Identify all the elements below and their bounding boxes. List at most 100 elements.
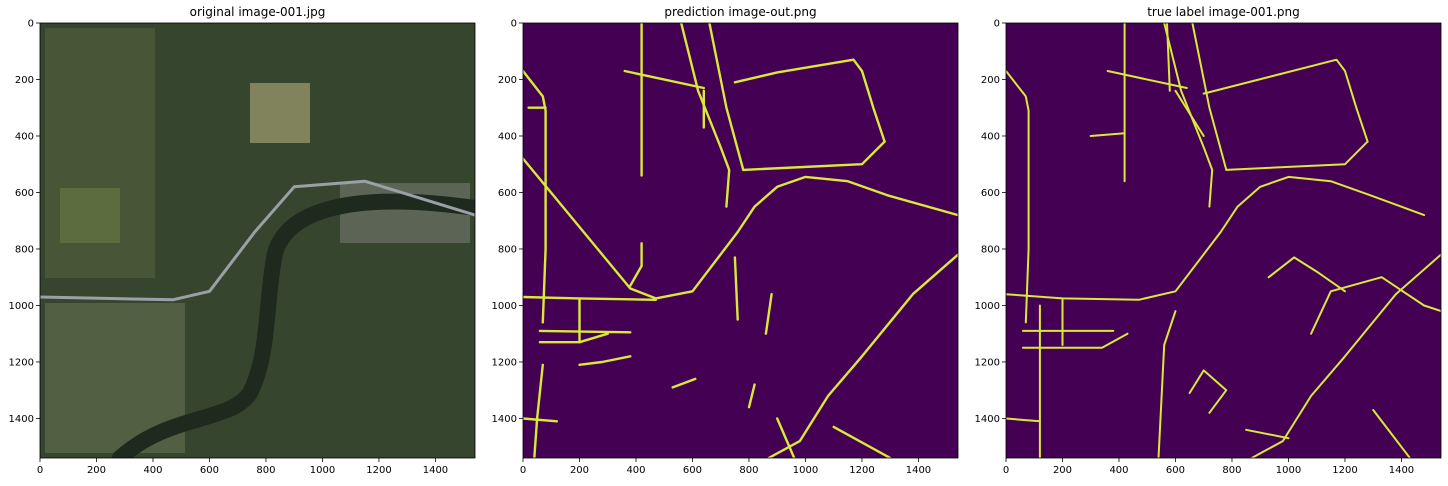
y-tick-label: 800 [981, 244, 1000, 255]
axes-frame [1005, 22, 1442, 459]
panel-2: prediction image-out.png 0 200 400 600 800 100… [492, 5, 959, 476]
mask-road [1310, 276, 1441, 335]
y-tick-label: 1200 [975, 357, 1000, 368]
x-tick-label: 1000 [310, 465, 335, 476]
photo-residential [45, 28, 155, 278]
mask-road [523, 295, 657, 301]
x-tick-label: 800 [256, 465, 275, 476]
mask-background [523, 23, 958, 458]
photo-field [250, 83, 310, 143]
x-tick-label: 400 [626, 465, 645, 476]
mask-road [680, 23, 731, 208]
mask-road [671, 377, 697, 389]
y-tick-label: 600 [15, 188, 34, 199]
mask-road [1245, 428, 1290, 440]
x-tick-label: 1400 [906, 465, 931, 476]
mask-road [1106, 70, 1188, 89]
y-tick-label: 600 [498, 188, 517, 199]
mask-road [767, 253, 958, 458]
mask-road [1163, 23, 1214, 208]
mask-road [1174, 89, 1205, 137]
image-content [1006, 23, 1441, 458]
mask-road [832, 425, 892, 458]
mask-road [538, 329, 632, 334]
x-tick-label: 600 [200, 465, 219, 476]
mask-background [1006, 23, 1441, 458]
y-tick-label: 200 [15, 75, 34, 86]
mask-road [1166, 23, 1171, 92]
panel-title: true label image-001.png [1147, 5, 1300, 19]
panel-3: true label image-001.png 0 200 400 600 800 100… [975, 5, 1442, 476]
mask-road [1157, 310, 1177, 458]
y-tick-label: 1000 [975, 301, 1000, 312]
panel-1: original image-001.jpg 0 200 400 600 800 1000 1… [9, 5, 476, 476]
mask-road [1202, 58, 1369, 143]
x-tick-label: 0 [520, 465, 526, 476]
y-tick-label: 0 [511, 19, 517, 30]
mask-road [1006, 417, 1041, 423]
panel-title: prediction image-out.png [664, 5, 816, 19]
mask-road [776, 417, 796, 458]
mask-road [523, 417, 559, 423]
y-tick-label: 1400 [9, 414, 34, 425]
y-tick-label: 0 [28, 19, 34, 30]
photo-road [40, 179, 475, 302]
y-tick-label: 200 [981, 75, 1000, 86]
y-tick-label: 800 [498, 244, 517, 255]
x-tick-label: 1200 [849, 465, 874, 476]
y-tick-label: 200 [498, 75, 517, 86]
mask-road [747, 383, 756, 409]
axes-frame [39, 22, 476, 459]
mask-road [764, 293, 773, 335]
x-tick-label: 0 [1003, 465, 1009, 476]
x-tick-label: 1000 [1276, 465, 1301, 476]
x-tick-label: 0 [37, 465, 43, 476]
x-tick-label: 600 [1166, 465, 1185, 476]
x-tick-label: 1200 [366, 465, 391, 476]
y-tick-label: 1200 [492, 357, 517, 368]
image-content [40, 23, 475, 458]
y-tick-label: 1000 [492, 301, 517, 312]
mask-road [1021, 332, 1129, 349]
x-tick-label: 400 [1109, 465, 1128, 476]
x-tick-label: 200 [87, 465, 106, 476]
x-tick-label: 800 [1222, 465, 1241, 476]
x-tick-label: 200 [1053, 465, 1072, 476]
mask-road [733, 58, 886, 143]
y-tick-label: 1400 [492, 414, 517, 425]
mask-road [708, 23, 745, 172]
y-tick-label: 600 [981, 188, 1000, 199]
x-tick-label: 400 [143, 465, 162, 476]
x-tick-label: 200 [570, 465, 589, 476]
mask-road [1225, 140, 1369, 171]
x-tick-label: 600 [683, 465, 702, 476]
mask-road [523, 69, 547, 324]
mask-road [1250, 253, 1441, 458]
mask-road [523, 157, 958, 300]
image-content [523, 23, 958, 458]
y-tick-label: 1200 [9, 357, 34, 368]
x-tick-label: 800 [739, 465, 758, 476]
x-tick-label: 1000 [793, 465, 818, 476]
y-tick-label: 400 [15, 131, 34, 142]
mask-road [1267, 256, 1346, 293]
mask-road [623, 69, 705, 90]
x-tick-label: 1400 [423, 465, 448, 476]
x-tick-label: 1400 [1389, 465, 1414, 476]
mask-road [1191, 23, 1228, 171]
mask-road [1372, 409, 1411, 458]
x-tick-label: 1200 [1332, 465, 1357, 476]
mask-road [1188, 369, 1228, 414]
axes-frame [522, 22, 959, 459]
y-tick-label: 1400 [975, 414, 1000, 425]
mask-road [1089, 132, 1126, 137]
mask-road [578, 355, 632, 366]
panel-title: original image-001.jpg [190, 5, 326, 19]
y-tick-label: 0 [994, 19, 1000, 30]
mask-road [629, 242, 643, 287]
mask-road [733, 256, 739, 321]
y-tick-label: 400 [498, 131, 517, 142]
mask-road [742, 140, 886, 172]
mask-road [1006, 70, 1030, 324]
